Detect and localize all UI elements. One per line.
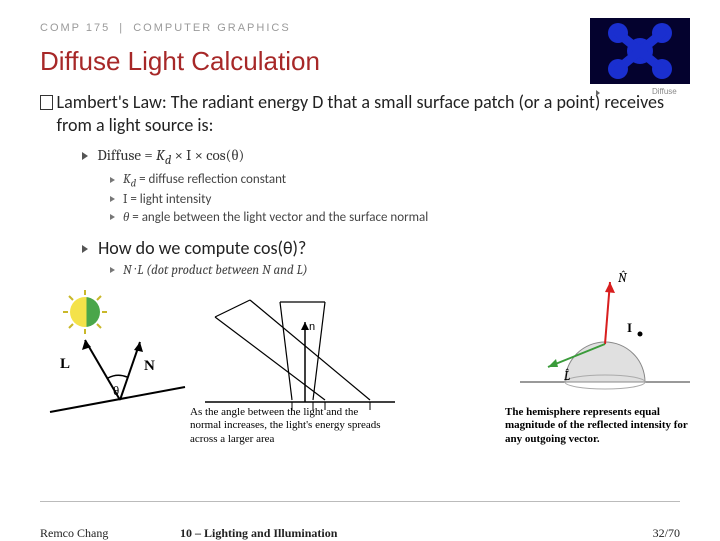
separator: | bbox=[119, 22, 124, 34]
svg-text:N: N bbox=[144, 358, 155, 374]
footer-topic: 10 – Lighting and Illumination bbox=[180, 526, 337, 541]
bullet-triangle-icon bbox=[110, 214, 115, 220]
footer-divider bbox=[40, 501, 680, 502]
svg-text:L: L bbox=[60, 356, 70, 372]
svg-text:n: n bbox=[309, 321, 315, 333]
svg-text:Diffuse: Diffuse bbox=[652, 87, 677, 96]
def-i: I = light intensity bbox=[110, 192, 680, 207]
plane-projection-diagram: n bbox=[195, 282, 405, 422]
course-name: COMPUTER GRAPHICS bbox=[133, 22, 290, 34]
def-theta: θ = angle between the light vector and t… bbox=[110, 209, 680, 225]
course-code: COMP 175 bbox=[40, 22, 110, 34]
diffuse-formula: Diffuse = Kd × I × cos(θ) bbox=[82, 146, 680, 168]
def-kd: Kd = diffuse reflection constant bbox=[110, 172, 680, 190]
bullet-triangle-icon bbox=[110, 267, 115, 273]
caption-hemisphere: The hemisphere represents equal magnitud… bbox=[505, 406, 700, 447]
bullet-triangle-icon bbox=[82, 245, 88, 253]
hemisphere-diagram: N̂ L̂ I bbox=[510, 262, 700, 412]
diffuse-thumbnail: Diffuse bbox=[590, 18, 690, 96]
svg-text:θ: θ bbox=[113, 383, 119, 398]
bullet-triangle-icon bbox=[110, 196, 115, 202]
footer-page-number: 32/70 bbox=[653, 526, 680, 541]
svg-text:I: I bbox=[627, 320, 632, 335]
svg-text:L̂: L̂ bbox=[564, 369, 570, 384]
caption-angle-spread: As the angle between the light and the n… bbox=[190, 406, 390, 447]
bullet-triangle-icon bbox=[82, 152, 88, 160]
lamberts-law-text: Lambert's Law: The radiant energy D that… bbox=[57, 91, 680, 136]
sun-angle-diagram: L N θ bbox=[30, 282, 190, 432]
question-cos-theta: How do we compute cos(θ)? bbox=[82, 237, 680, 259]
svg-text:N̂: N̂ bbox=[618, 271, 628, 286]
bullet-checkbox bbox=[40, 95, 53, 110]
bullet-triangle-icon bbox=[110, 177, 115, 183]
footer-author: Remco Chang bbox=[40, 526, 108, 541]
